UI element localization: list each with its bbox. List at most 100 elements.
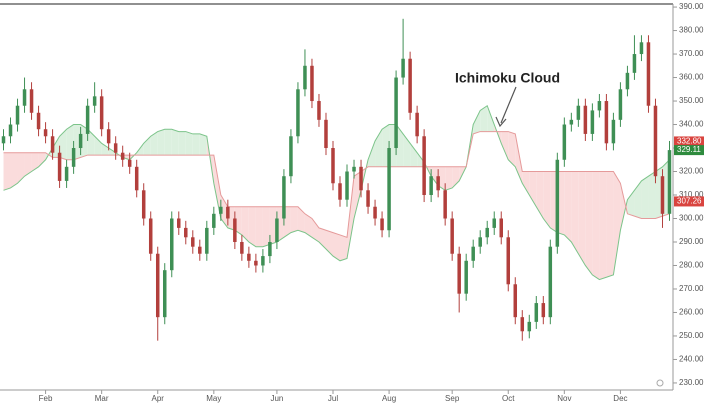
candle-body bbox=[576, 105, 581, 120]
y-tick-label: 370.00 bbox=[679, 49, 704, 58]
candle-body bbox=[499, 218, 503, 238]
candle-body bbox=[597, 101, 602, 111]
cloud-segment bbox=[38, 152, 46, 167]
candle-body bbox=[120, 152, 125, 160]
y-tick-label: 230.00 bbox=[679, 378, 704, 387]
candle-body bbox=[240, 241, 244, 254]
cloud-segment bbox=[634, 180, 642, 219]
cloud-segment bbox=[487, 105, 495, 132]
candle-body bbox=[226, 206, 230, 219]
candle-body bbox=[303, 65, 307, 90]
candle-body bbox=[324, 119, 328, 149]
cloud-segment bbox=[255, 206, 263, 247]
candle-body bbox=[625, 72, 630, 90]
candle-body bbox=[191, 237, 195, 247]
candle-body bbox=[205, 227, 209, 254]
cloud-segment bbox=[220, 195, 228, 228]
candle-body bbox=[247, 253, 251, 261]
cloud-segment bbox=[410, 143, 418, 167]
candle-body bbox=[106, 129, 111, 144]
cloud-segment bbox=[143, 136, 151, 156]
cloud-segment bbox=[452, 166, 460, 188]
candle-body bbox=[513, 284, 518, 318]
candle-body bbox=[471, 246, 475, 261]
cloud-segment bbox=[227, 206, 235, 231]
y-tick-label: 240.00 bbox=[679, 355, 704, 364]
cloud-segment bbox=[3, 152, 11, 191]
cloud-segment bbox=[536, 171, 544, 219]
candle-body bbox=[85, 105, 90, 134]
cloud-segment bbox=[199, 133, 207, 156]
candle-body bbox=[29, 89, 34, 113]
cloud-segment bbox=[340, 234, 348, 261]
cloud-segment bbox=[620, 183, 628, 231]
cloud-segment bbox=[101, 143, 109, 156]
cloud-segment bbox=[24, 152, 32, 177]
candle-body bbox=[289, 136, 293, 177]
x-tick-label: Feb bbox=[39, 394, 53, 403]
candle-body bbox=[275, 218, 279, 242]
candle-body bbox=[78, 133, 83, 149]
candle-body bbox=[604, 101, 609, 144]
cloud-segment bbox=[606, 171, 614, 278]
candle-body bbox=[583, 105, 588, 134]
y-tick-label: 350.00 bbox=[679, 96, 704, 105]
candle-body bbox=[408, 58, 412, 113]
cloud-segment bbox=[543, 171, 551, 228]
cloud-segment bbox=[325, 230, 333, 257]
candle-body bbox=[653, 105, 658, 177]
cloud-segment bbox=[627, 190, 635, 217]
candle-body bbox=[184, 227, 188, 238]
candle-body bbox=[92, 96, 97, 106]
y-tick-label: 390.00 bbox=[679, 2, 704, 11]
candle-body bbox=[1, 136, 6, 144]
x-tick-label: Oct bbox=[502, 394, 515, 403]
candle-body bbox=[667, 150, 672, 214]
cloud-segment bbox=[648, 171, 656, 219]
candle-body bbox=[282, 176, 286, 219]
candle-body bbox=[569, 119, 574, 125]
candle-body bbox=[660, 176, 665, 214]
x-tick-label: Nov bbox=[557, 394, 571, 403]
cloud-segment bbox=[571, 171, 579, 254]
price-label: 307.26 bbox=[677, 197, 702, 206]
candle-body bbox=[450, 218, 454, 254]
x-tick-label: Sep bbox=[445, 394, 460, 403]
candle-body bbox=[71, 148, 76, 167]
candle-body bbox=[464, 260, 468, 294]
candle-body bbox=[534, 303, 539, 322]
candle-body bbox=[338, 183, 342, 200]
cloud-segment bbox=[508, 131, 516, 167]
y-tick-label: 260.00 bbox=[679, 308, 704, 317]
candle-body bbox=[359, 166, 363, 191]
candle-body bbox=[57, 152, 62, 181]
cloud-segment bbox=[613, 171, 621, 275]
candle-body bbox=[268, 241, 272, 257]
cloud-segment bbox=[318, 227, 326, 250]
cloud-segment bbox=[178, 131, 186, 156]
cloud-segment bbox=[403, 133, 411, 167]
candle-body bbox=[380, 218, 384, 231]
candle-body bbox=[198, 246, 202, 254]
candle-body bbox=[443, 190, 447, 219]
candle-body bbox=[177, 218, 181, 228]
candle-body bbox=[148, 218, 153, 254]
cloud-segment bbox=[522, 171, 530, 196]
candle-body bbox=[457, 253, 461, 294]
candle-body bbox=[141, 190, 146, 219]
y-tick-label: 360.00 bbox=[679, 73, 704, 82]
candle-body bbox=[15, 105, 20, 125]
cloud-segment bbox=[332, 232, 341, 261]
candle-body bbox=[50, 136, 55, 153]
x-tick-label: Jun bbox=[270, 394, 283, 403]
candle-body bbox=[639, 42, 644, 55]
cloud-segment bbox=[248, 206, 256, 247]
candle-body bbox=[219, 206, 223, 214]
candle-body bbox=[611, 119, 616, 144]
cloud-segment bbox=[290, 206, 298, 233]
cloud-segment bbox=[564, 171, 572, 242]
candle-body bbox=[394, 77, 398, 149]
cloud-segment bbox=[304, 213, 312, 238]
candle-body bbox=[254, 260, 258, 266]
